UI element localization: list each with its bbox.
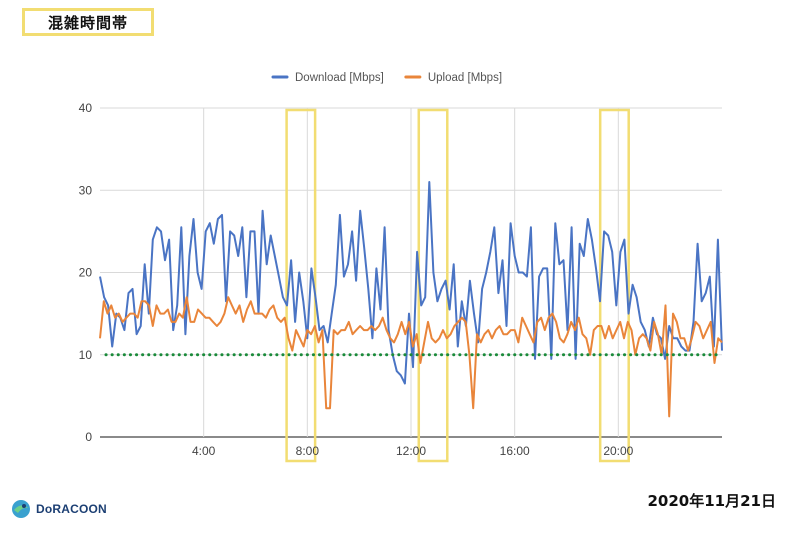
y-tick-label: 10 [79,348,93,362]
logo-text: DoRACOON [36,502,107,516]
x-tick-label: 4:00 [192,444,216,458]
y-tick-label: 20 [79,266,93,280]
series-lines [99,181,723,418]
legend-upload-label: Upload [Mbps] [428,72,502,84]
y-tick-label: 0 [85,430,92,444]
legend-download-label: Download [Mbps] [295,72,384,84]
page-title: 混雑時間帯 [22,8,154,36]
legend: Download [Mbps] Upload [Mbps] [271,72,502,84]
raccoon-logo-icon [12,500,30,518]
y-tick-label: 40 [79,101,93,115]
date-label: 2020年11月21日 [647,492,777,510]
axes: 0 10 20 30 40 4:00 8:00 12:00 16:00 20:00 [79,101,634,458]
y-tick-label: 30 [79,183,93,197]
x-tick-label: 20:00 [603,444,633,458]
x-tick-label: 16:00 [500,444,530,458]
doracoon-logo: DoRACOON [10,498,107,520]
x-tick-label: 8:00 [296,444,320,458]
congestion-window [285,108,317,463]
x-tick-label: 12:00 [396,444,426,458]
upload-series-line [99,296,723,418]
